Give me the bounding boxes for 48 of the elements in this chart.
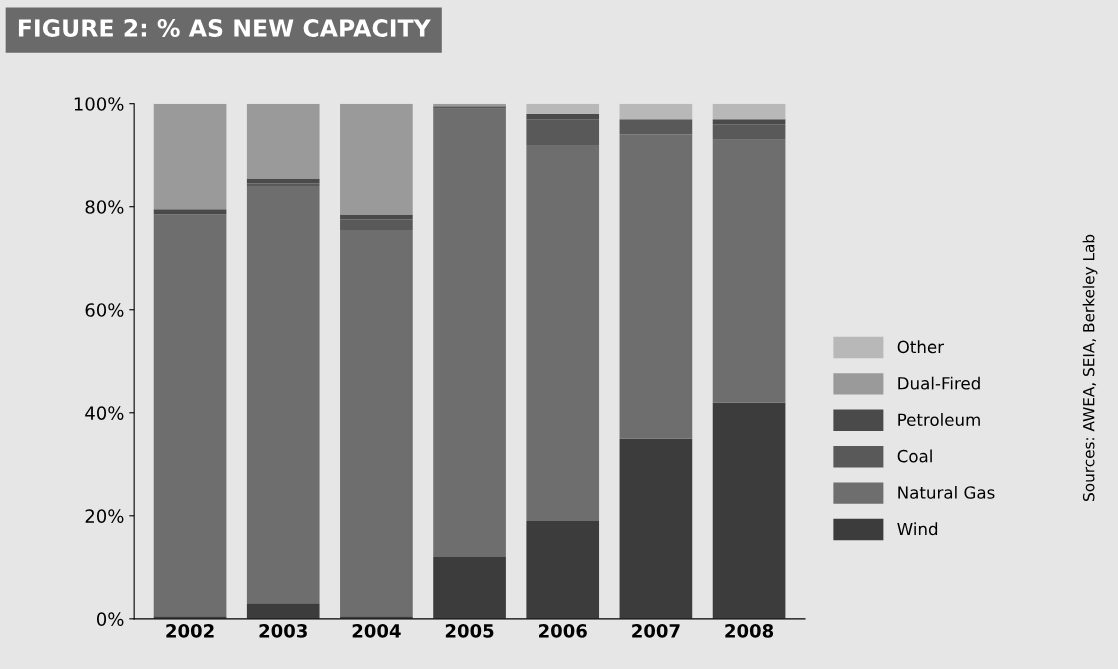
x-tick-label: 2007 bbox=[632, 624, 680, 638]
source-note: Sources: AWEA, SEIA, Berkeley Lab bbox=[1082, 234, 1098, 501]
chart-title: FIGURE 2: % AS NEW CAPACITY bbox=[18, 19, 431, 37]
bar bbox=[526, 119, 600, 145]
bar bbox=[619, 134, 693, 439]
legend-label: Other bbox=[897, 340, 945, 354]
x-tick-label: 2005 bbox=[445, 624, 494, 638]
bar bbox=[712, 139, 786, 403]
y-tick-label: 60% bbox=[85, 303, 124, 317]
bar bbox=[526, 114, 600, 120]
bar bbox=[712, 103, 786, 120]
bar bbox=[712, 124, 786, 140]
bar bbox=[246, 103, 320, 179]
y-tick-label: 0% bbox=[96, 612, 124, 626]
bar bbox=[619, 103, 693, 120]
x-tick-label: 2002 bbox=[166, 624, 214, 638]
bar bbox=[246, 178, 320, 184]
bar bbox=[526, 103, 600, 114]
y-tick-label: 80% bbox=[85, 200, 124, 214]
bar bbox=[526, 144, 600, 521]
bar bbox=[433, 557, 506, 619]
legend-label: Coal bbox=[897, 449, 932, 463]
bar bbox=[153, 209, 227, 215]
bar bbox=[433, 108, 506, 558]
x-tick-label: 2003 bbox=[259, 624, 307, 638]
x-tick-label: 2008 bbox=[725, 624, 774, 638]
y-tick-label: 20% bbox=[85, 509, 124, 523]
bar bbox=[526, 520, 600, 619]
y-tick-label: 40% bbox=[85, 406, 124, 420]
bar bbox=[153, 214, 227, 617]
bar bbox=[340, 103, 413, 215]
bar bbox=[246, 603, 320, 619]
legend-label: Natural Gas bbox=[898, 485, 995, 499]
x-tick-label: 2006 bbox=[539, 624, 587, 638]
bar bbox=[340, 229, 413, 617]
bar bbox=[619, 438, 693, 619]
bar bbox=[340, 219, 413, 230]
legend-label: Wind bbox=[897, 522, 938, 536]
bar bbox=[246, 186, 320, 604]
x-tick-label: 2004 bbox=[352, 624, 401, 638]
legend-label: Petroleum bbox=[898, 413, 980, 427]
bar bbox=[619, 119, 693, 135]
bar bbox=[340, 214, 413, 220]
bar bbox=[153, 103, 227, 210]
y-tick-label: 100% bbox=[74, 97, 124, 111]
bar bbox=[712, 119, 786, 125]
bar bbox=[712, 402, 786, 619]
legend-label: Dual-Fired bbox=[898, 376, 980, 390]
